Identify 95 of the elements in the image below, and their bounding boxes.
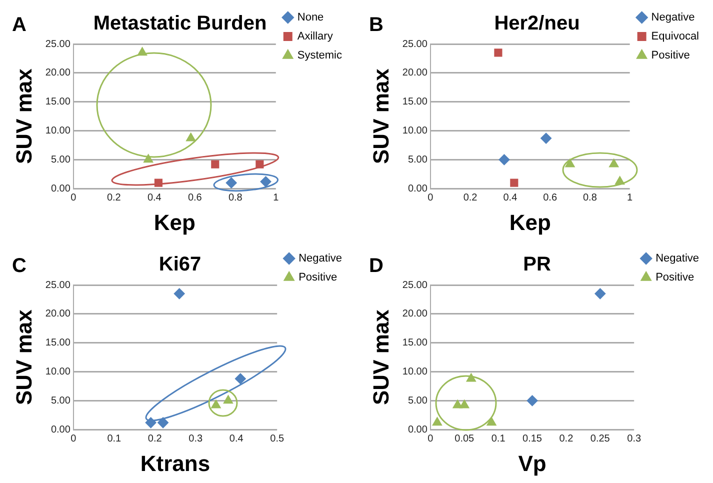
text: B (369, 14, 384, 37)
y-axis-title: SUV max (11, 68, 36, 164)
x-tick-label: 0.2 (463, 192, 478, 204)
point (540, 132, 552, 144)
point (452, 400, 462, 408)
x-axis-title: Vp (518, 450, 546, 476)
point (460, 400, 470, 408)
x-tick-label: 0 (70, 192, 77, 204)
x-tick-label: 0 (70, 433, 77, 444)
chart-title: Her2/neu (494, 12, 580, 35)
y-tick-label: 0.00 (50, 424, 71, 436)
point (211, 160, 220, 168)
x-tick-label: 0 (428, 192, 434, 204)
x-tick-label: 0.4 (229, 433, 244, 444)
y-tick-label: 15.00 (402, 338, 428, 349)
legend-label: Equivocal (651, 30, 700, 43)
x-axis-title: Ktrans (140, 450, 210, 476)
legend-label: Negative (656, 252, 700, 265)
y-tick-label: 10.00 (45, 366, 71, 378)
legend-label: Positive (298, 272, 338, 284)
point (174, 288, 185, 300)
point (565, 158, 575, 168)
x-tick-label: 0.6 (188, 192, 202, 204)
y-tick-label: 0.00 (50, 183, 71, 194)
point (526, 395, 538, 406)
point (498, 154, 510, 166)
legend-label: Negative (651, 12, 695, 24)
y-tick-label: 20.00 (45, 308, 71, 320)
y-tick-label: 15.00 (45, 96, 71, 108)
y-tick-label: 15.00 (402, 96, 428, 108)
y-tick-label: 25.00 (402, 280, 428, 291)
legend-label: None (297, 12, 324, 24)
point (494, 48, 502, 57)
y-tick-label: 20.00 (45, 68, 71, 79)
y-tick-label: 15.00 (45, 338, 71, 349)
x-tick-label: 0.05 (454, 433, 475, 444)
y-tick-label: 5.00 (408, 395, 428, 406)
y-tick-label: 10.00 (45, 126, 71, 137)
point (609, 158, 619, 168)
x-tick-label: 0.6 (543, 192, 558, 204)
point (158, 417, 169, 428)
point (594, 288, 606, 300)
x-tick-label: 0 (428, 433, 434, 444)
y-tick-label: 20.00 (402, 68, 428, 79)
x-axis-title: Kep (154, 210, 196, 235)
x-tick-label: 0.2 (559, 433, 574, 444)
x-tick-label: 0.5 (270, 433, 284, 444)
legend-label: Systemic (297, 50, 342, 62)
point (260, 176, 272, 188)
chart-title: PR (523, 254, 552, 276)
y-axis-title: SUV max (11, 308, 36, 405)
y-tick-label: 5.00 (408, 154, 428, 166)
point (510, 178, 518, 187)
text: C (12, 255, 26, 278)
x-tick-label: 1 (627, 192, 634, 204)
y-tick-label: 10.00 (402, 366, 428, 378)
x-tick-label: 0.3 (188, 433, 204, 444)
x-tick-label: 0.8 (228, 192, 243, 204)
x-tick-label: 0.4 (503, 192, 518, 204)
y-tick-label: 0.00 (408, 424, 428, 436)
y-tick-label: 10.00 (402, 126, 428, 137)
x-tick-label: 0.3 (627, 433, 642, 444)
x-tick-label: 0.8 (582, 192, 598, 204)
text: D (369, 255, 384, 278)
x-tick-label: 0.25 (590, 433, 610, 444)
point (211, 400, 221, 408)
y-tick-label: 25.00 (402, 38, 428, 50)
y-tick-label: 0.00 (408, 183, 428, 194)
legend-label: Negative (298, 252, 342, 265)
y-tick-label: 25.00 (45, 280, 71, 291)
x-tick-label: 1 (273, 192, 280, 204)
y-tick-label: 25.00 (45, 38, 71, 50)
legend-label: Positive (651, 50, 690, 62)
legend-label: Positive (656, 272, 694, 284)
x-tick-label: 0.4 (147, 192, 162, 204)
point (432, 417, 442, 426)
x-tick-label: 0.2 (106, 192, 122, 204)
point (486, 417, 496, 426)
chart-title: Ki67 (158, 254, 202, 276)
x-tick-label: 0.1 (491, 433, 506, 444)
y-tick-label: 5.00 (50, 154, 71, 166)
y-tick-label: 5.00 (50, 395, 71, 406)
x-tick-label: 0.2 (148, 433, 162, 444)
chart-title: Metastatic Burden (93, 12, 267, 35)
y-axis-title: SUV max (368, 308, 394, 405)
x-tick-label: 0.1 (107, 433, 122, 444)
legend-label: Axillary (297, 30, 334, 43)
point (226, 177, 237, 188)
y-tick-label: 20.00 (402, 308, 428, 320)
point (234, 373, 246, 384)
text: A (12, 14, 26, 37)
x-tick-label: 0.15 (522, 433, 542, 444)
y-axis-title: SUV max (368, 68, 394, 164)
point (186, 132, 196, 142)
x-axis-title: Kep (509, 210, 551, 235)
